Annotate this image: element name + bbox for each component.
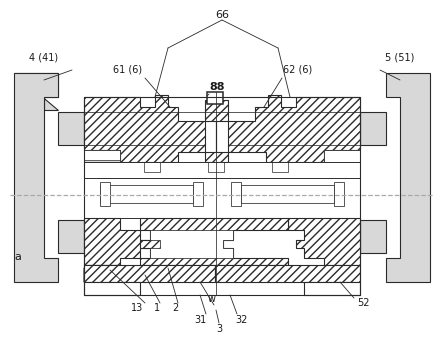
Polygon shape <box>84 162 360 178</box>
Text: 61 (6): 61 (6) <box>113 65 143 75</box>
Text: 2: 2 <box>172 303 178 313</box>
Polygon shape <box>208 162 224 172</box>
Text: 3: 3 <box>216 324 222 334</box>
Polygon shape <box>84 218 148 265</box>
Polygon shape <box>205 100 228 162</box>
Polygon shape <box>272 162 288 172</box>
Polygon shape <box>84 150 120 162</box>
Polygon shape <box>100 185 193 203</box>
Polygon shape <box>140 218 288 265</box>
Text: a: a <box>14 252 21 262</box>
Polygon shape <box>386 73 430 282</box>
Polygon shape <box>100 182 110 206</box>
Text: 1: 1 <box>154 303 160 313</box>
Polygon shape <box>84 268 140 282</box>
Polygon shape <box>58 112 84 145</box>
Polygon shape <box>228 95 360 162</box>
Polygon shape <box>84 265 120 282</box>
Polygon shape <box>304 282 360 295</box>
Polygon shape <box>324 150 360 162</box>
Polygon shape <box>193 182 203 206</box>
Text: 66: 66 <box>215 10 229 20</box>
Polygon shape <box>360 112 386 145</box>
Text: w: w <box>208 294 216 304</box>
Polygon shape <box>150 230 233 258</box>
Polygon shape <box>215 265 360 282</box>
Text: 31: 31 <box>194 315 206 325</box>
Polygon shape <box>207 92 223 104</box>
Polygon shape <box>144 162 160 172</box>
Polygon shape <box>231 182 241 206</box>
Polygon shape <box>14 73 58 282</box>
Polygon shape <box>84 265 215 282</box>
Text: 5 (51): 5 (51) <box>385 53 415 63</box>
Text: 62 (6): 62 (6) <box>283 65 313 75</box>
Text: 88: 88 <box>209 82 225 92</box>
Polygon shape <box>84 95 205 162</box>
Text: 52: 52 <box>357 298 369 308</box>
Polygon shape <box>334 182 344 206</box>
Text: 13: 13 <box>131 303 143 313</box>
Polygon shape <box>84 178 360 218</box>
Text: 32: 32 <box>235 315 247 325</box>
Polygon shape <box>241 185 334 203</box>
Polygon shape <box>58 220 84 253</box>
Polygon shape <box>84 282 140 295</box>
Polygon shape <box>360 220 386 253</box>
Text: 4 (41): 4 (41) <box>29 53 59 63</box>
Polygon shape <box>84 160 120 162</box>
Polygon shape <box>288 218 360 265</box>
Polygon shape <box>14 73 58 110</box>
